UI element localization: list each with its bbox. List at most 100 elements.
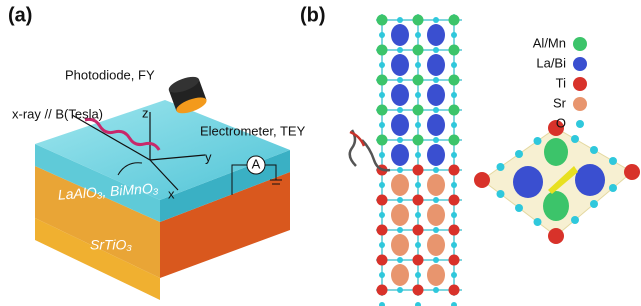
b-site — [377, 75, 388, 86]
b-site — [413, 135, 424, 146]
oxygen — [397, 227, 403, 233]
b-site — [413, 195, 424, 206]
b-site — [474, 172, 490, 188]
legend-swatch — [573, 57, 587, 71]
panel-label: (a) — [8, 4, 32, 26]
b-site — [413, 15, 424, 26]
oxygen — [534, 137, 542, 145]
oxygen — [415, 212, 421, 218]
a-site — [543, 191, 569, 221]
a-site — [427, 264, 445, 286]
b-site — [413, 75, 424, 86]
oxygen — [571, 135, 579, 143]
oxygen — [534, 218, 542, 226]
b-site — [449, 255, 460, 266]
oxygen — [379, 272, 385, 278]
b-site — [413, 45, 424, 56]
b-site — [377, 225, 388, 236]
oxygen — [379, 92, 385, 98]
lattice — [376, 14, 462, 306]
photodiode-label: Photodiode, FY — [65, 67, 155, 82]
a-site — [544, 138, 568, 166]
b-site — [413, 285, 424, 296]
axis-label: x — [168, 186, 175, 201]
oxygen — [433, 47, 439, 53]
oxygen — [451, 152, 457, 158]
oxygen — [379, 62, 385, 68]
oxygen — [397, 257, 403, 263]
a-site — [513, 166, 543, 198]
oxygen — [433, 107, 439, 113]
figure: (a) z y x x-ray // B(Tesla) Photodiode, … — [0, 0, 641, 306]
oxygen — [433, 257, 439, 263]
legend-label: Sr — [553, 95, 567, 110]
b-site — [449, 75, 460, 86]
oxygen — [451, 212, 457, 218]
oxygen — [415, 152, 421, 158]
a-site — [391, 114, 409, 136]
b-site — [449, 225, 460, 236]
oxygen — [433, 197, 439, 203]
beam-label: x-ray // B(Tesla) — [12, 106, 103, 121]
oxygen — [415, 272, 421, 278]
legend-swatch — [573, 37, 587, 51]
oxygen — [590, 146, 598, 154]
oxygen — [397, 137, 403, 143]
b-site — [548, 228, 564, 244]
oxygen — [451, 122, 457, 128]
oxygen — [415, 92, 421, 98]
legend-label: Ti — [556, 75, 566, 90]
legend-swatch — [573, 77, 587, 91]
oxygen — [415, 302, 421, 306]
a-site — [427, 54, 445, 76]
oxygen — [433, 167, 439, 173]
substrate-label: SrTiO₃ — [90, 237, 132, 253]
oxygen — [451, 62, 457, 68]
legend-label: O — [556, 115, 566, 130]
oxygen — [609, 184, 617, 192]
b-site — [449, 285, 460, 296]
b-site — [449, 105, 460, 116]
ammeter-label: A — [252, 156, 261, 171]
oxygen — [451, 272, 457, 278]
oxygen — [609, 157, 617, 165]
a-site — [427, 144, 445, 166]
b-site — [449, 165, 460, 176]
a-site — [427, 24, 445, 46]
panel-label: (b) — [300, 4, 326, 26]
b-site — [449, 135, 460, 146]
a-site — [575, 164, 605, 196]
oxygen — [515, 204, 523, 212]
legend-label: Al/Mn — [533, 35, 566, 50]
a-site — [391, 84, 409, 106]
b-site — [413, 165, 424, 176]
oxygen — [433, 287, 439, 293]
electrometer-label: Electrometer, TEY — [200, 123, 306, 138]
oxygen — [415, 182, 421, 188]
oxygen — [379, 242, 385, 248]
oxygen — [379, 182, 385, 188]
legend: Al/MnLa/BiTiSrO — [533, 35, 587, 130]
a-site — [391, 144, 409, 166]
oxygen — [415, 242, 421, 248]
b-site — [413, 105, 424, 116]
b-site — [377, 15, 388, 26]
a-site — [391, 204, 409, 226]
oxygen — [451, 182, 457, 188]
oxygen — [397, 167, 403, 173]
a-site — [391, 174, 409, 196]
a-site — [427, 174, 445, 196]
oxygen — [451, 242, 457, 248]
oxygen — [379, 122, 385, 128]
axis-label: y — [205, 149, 212, 164]
b-site — [413, 225, 424, 236]
oxygen — [397, 17, 403, 23]
oxygen — [415, 32, 421, 38]
oxygen — [451, 92, 457, 98]
beam — [350, 132, 364, 146]
b-site — [449, 45, 460, 56]
oxygen — [415, 62, 421, 68]
oxygen — [397, 197, 403, 203]
oxygen — [415, 122, 421, 128]
a-site — [391, 234, 409, 256]
